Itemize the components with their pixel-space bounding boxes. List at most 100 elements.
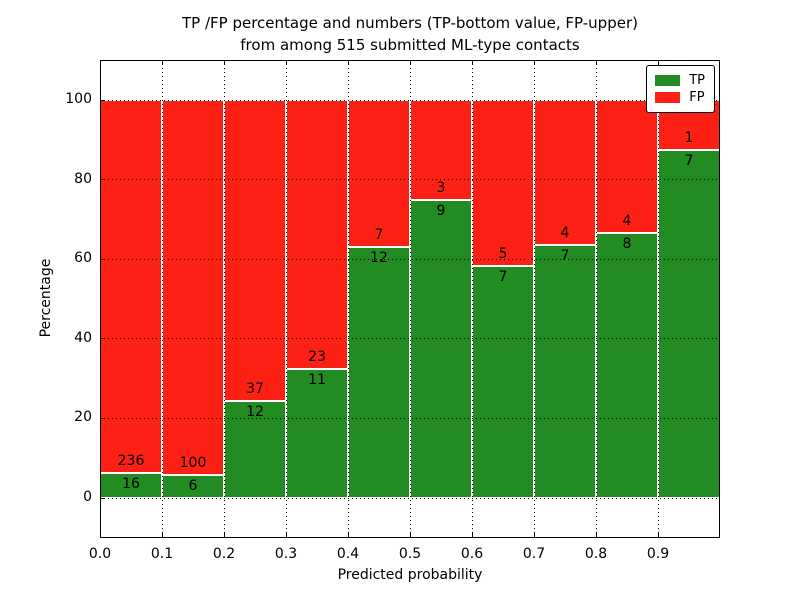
bar-tp-count: 12	[246, 403, 264, 420]
legend-swatch-fp-icon	[655, 92, 681, 103]
x-tick-mark-bottom	[472, 533, 473, 538]
bar-fp-segment	[410, 100, 472, 200]
x-tick-mark-bottom	[286, 533, 287, 538]
legend-swatch-tp-icon	[655, 75, 681, 86]
legend-item-tp: TP	[655, 73, 705, 88]
chart-title-line1: TP /FP percentage and numbers (TP-bottom…	[182, 14, 638, 32]
bar-fp-segment	[348, 100, 410, 247]
gridline-vertical	[161, 60, 163, 538]
y-tick-mark-left	[100, 417, 105, 419]
bar-tp-segment	[472, 265, 534, 498]
x-tick-mark-top	[410, 60, 411, 65]
bar-tp-count: 8	[622, 235, 632, 252]
legend-item-fp: FP	[655, 90, 705, 105]
x-tick-mark-bottom	[658, 533, 659, 538]
bar-fp-segment	[162, 100, 224, 476]
bar-tp-segment	[348, 246, 410, 498]
gridline-horizontal	[100, 417, 720, 419]
gridline-vertical	[471, 60, 473, 538]
gridline-horizontal	[100, 179, 720, 181]
bar-fp-count: 5	[498, 245, 508, 262]
gridline-vertical	[223, 60, 225, 538]
gridline-horizontal	[100, 497, 720, 499]
bar-fp-segment	[100, 100, 162, 473]
gridline-vertical	[409, 60, 411, 538]
y-tick-mark-left	[100, 179, 105, 181]
bar-tp-count: 7	[684, 152, 694, 169]
bar-fp-count: 3	[436, 179, 446, 196]
y-tick-mark-left	[100, 338, 105, 340]
y-tick-label: 0	[83, 489, 92, 505]
x-tick-mark-top	[658, 60, 659, 65]
gridline-horizontal	[100, 99, 720, 101]
x-tick-mark-top	[162, 60, 163, 65]
x-tick-mark-bottom	[348, 533, 349, 538]
y-axis-label: Percentage	[38, 258, 54, 338]
gridline-horizontal	[100, 338, 720, 340]
x-tick-mark-bottom	[224, 533, 225, 538]
gridline-vertical	[347, 60, 349, 538]
bar-fp-count: 4	[560, 224, 570, 241]
y-tick-label: 40	[74, 329, 92, 346]
bar-tp-count: 16	[122, 475, 140, 492]
y-tick-mark-left	[100, 99, 105, 101]
x-tick-label: 0.3	[274, 546, 298, 562]
x-tick-mark-top	[348, 60, 349, 65]
y-tick-mark-left	[100, 497, 105, 499]
bar-tp-count: 6	[188, 478, 198, 495]
bar-tp-count: 7	[498, 268, 508, 285]
bar-tp-count: 7	[560, 247, 570, 264]
bar-tp-segment	[286, 369, 348, 498]
gridline-vertical	[657, 60, 659, 538]
chart-title-line2: from among 515 submitted ML-type contact…	[240, 36, 580, 54]
gridline-vertical	[285, 60, 287, 538]
x-axis-label: Predicted probability	[337, 567, 483, 583]
chart-title: TP /FP percentage and numbers (TP-bottom…	[100, 12, 720, 56]
x-tick-label: 0.2	[212, 546, 236, 562]
bar-fp-count: 100	[179, 455, 207, 472]
x-tick-label: 0.8	[584, 546, 608, 562]
bar-fp-count: 1	[684, 129, 694, 146]
bar-fp-count: 37	[246, 380, 264, 397]
x-tick-label: 0.7	[522, 546, 546, 562]
bar-fp-segment	[286, 100, 348, 370]
gridline-vertical	[595, 60, 597, 538]
bar-fp-count: 4	[622, 212, 632, 229]
legend: TP FP	[646, 65, 715, 113]
x-tick-label: 0.5	[398, 546, 422, 562]
y-tick-label: 20	[74, 409, 92, 426]
x-tick-mark-top	[596, 60, 597, 65]
bar-tp-segment	[658, 149, 720, 498]
x-tick-mark-bottom	[100, 533, 101, 538]
x-tick-mark-bottom	[162, 533, 163, 538]
x-tick-label: 0.9	[646, 546, 670, 562]
legend-label-tp: TP	[689, 73, 705, 88]
bar-fp-count: 23	[308, 349, 326, 366]
bar-tp-segment	[410, 199, 472, 498]
y-tick-label: 60	[74, 250, 92, 267]
x-tick-label: 0.1	[150, 546, 174, 562]
x-tick-label: 0.0	[88, 546, 112, 562]
y-tick-label: 80	[74, 170, 92, 187]
bar-tp-count: 11	[308, 372, 326, 389]
y-tick-mark-left	[100, 258, 105, 260]
bar-tp-count: 9	[436, 202, 446, 219]
x-tick-mark-bottom	[534, 533, 535, 538]
x-tick-mark-top	[100, 60, 101, 65]
bar-tp-count: 12	[370, 249, 388, 266]
gridline-horizontal	[100, 258, 720, 260]
legend-label-fp: FP	[689, 90, 705, 105]
bar-tp-segment	[596, 232, 658, 498]
x-tick-mark-top	[472, 60, 473, 65]
bar-fp-segment	[224, 100, 286, 401]
bar-fp-count: 236	[117, 452, 145, 469]
bar-tp-segment	[534, 244, 596, 498]
x-tick-mark-bottom	[410, 533, 411, 538]
bar-fp-count: 7	[374, 226, 384, 243]
x-tick-mark-top	[224, 60, 225, 65]
y-tick-label: 100	[65, 91, 92, 107]
x-tick-label: 0.6	[460, 546, 484, 562]
x-tick-label: 0.4	[336, 546, 360, 562]
bar-tp-segment	[100, 472, 162, 498]
